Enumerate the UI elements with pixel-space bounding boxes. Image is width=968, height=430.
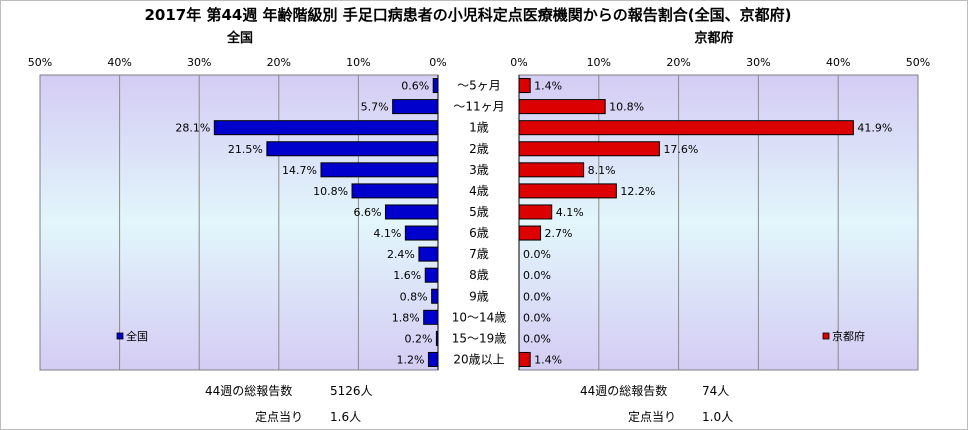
kyoto-plot-background (518, 74, 919, 371)
category-label: 15～19歳 (452, 331, 507, 345)
category-label: 5歳 (469, 205, 489, 219)
national-bar (427, 351, 439, 367)
national-bar (424, 267, 439, 283)
category-label: 4歳 (469, 184, 489, 198)
kyoto-bar (518, 78, 531, 94)
kyoto-tick-label: 0% (510, 56, 527, 69)
kyoto-bar (518, 141, 660, 157)
category-label: ～5ヶ月 (457, 79, 501, 93)
kyoto-total-value: 74人 (702, 384, 730, 398)
kyoto-data-label: 1.4% (534, 353, 562, 366)
kyoto-data-label: 12.2% (620, 185, 655, 198)
category-label: 2歳 (469, 142, 489, 156)
kyoto-bar (518, 351, 531, 367)
kyoto-bar (518, 162, 585, 178)
national-bar (213, 120, 439, 136)
national-tick-label: 20% (267, 56, 291, 69)
national-bar (404, 225, 439, 241)
category-label: 7歳 (469, 247, 489, 261)
category-label: 3歳 (469, 163, 489, 177)
kyoto-bar (518, 225, 542, 241)
national-data-label: 10.8% (313, 185, 348, 198)
kyoto-data-label: 8.1% (588, 164, 616, 177)
national-data-label: 21.5% (228, 143, 263, 156)
kyoto-data-label: 0.0% (523, 248, 551, 261)
kyoto-legend-swatch (822, 332, 830, 340)
kyoto-per-label: 定点当り (628, 410, 677, 424)
category-label: 20歳以上 (453, 352, 504, 366)
national-data-label: 1.8% (392, 311, 420, 324)
national-data-label: 4.1% (373, 227, 401, 240)
national-tick-label: 40% (107, 56, 131, 69)
kyoto-data-label: 0.0% (523, 332, 551, 345)
national-bar (418, 246, 439, 262)
national-data-label: 2.4% (387, 248, 415, 261)
national-data-label: 14.7% (282, 164, 317, 177)
kyoto-data-label: 17.6% (663, 143, 698, 156)
kyoto-per-value: 1.0人 (702, 410, 734, 424)
national-bar (431, 288, 439, 304)
national-bar (432, 78, 439, 94)
kyoto-data-label: 41.9% (857, 122, 892, 135)
national-per-label: 定点当り (255, 410, 304, 424)
national-data-label: 1.2% (396, 353, 424, 366)
national-data-label: 0.2% (404, 332, 432, 345)
kyoto-bar (518, 99, 606, 115)
national-data-label: 6.6% (354, 206, 382, 219)
category-label: 8歳 (469, 268, 489, 282)
national-bar (351, 183, 439, 199)
national-total-value: 5126人 (330, 384, 373, 398)
kyoto-data-label: 10.8% (609, 101, 644, 114)
chart-title: 2017年 第44週 年齢階級別 手足口病患者の小児科定点医療機関からの報告割合… (144, 6, 791, 24)
kyoto-panel-title: 京都府 (694, 30, 733, 46)
national-data-label: 28.1% (175, 122, 210, 135)
kyoto-bar (518, 183, 617, 199)
kyoto-bar (518, 204, 553, 220)
kyoto-legend-label: 京都府 (832, 329, 865, 343)
national-legend-label: 全国 (126, 329, 148, 343)
national-tick-label: 50% (28, 56, 52, 69)
national-data-label: 0.6% (401, 80, 429, 93)
national-tick-label: 0% (429, 56, 446, 69)
kyoto-data-label: 0.0% (523, 269, 551, 282)
kyoto-data-label: 2.7% (545, 227, 573, 240)
kyoto-data-label: 4.1% (556, 206, 584, 219)
kyoto-data-label: 0.0% (523, 311, 551, 324)
national-tick-label: 10% (346, 56, 370, 69)
plot-area: 50% 40% 30% 20% 10% 0% 全国 0.6% 5.7% 28.1% 21.5% 14.… (28, 30, 930, 371)
national-data-label: 5.7% (361, 101, 389, 114)
national-bar (266, 141, 439, 157)
national-tick-label: 30% (187, 56, 211, 69)
national-total-label: 44週の総報告数 (205, 384, 293, 398)
category-label: 10～14歳 (452, 310, 507, 324)
national-plot-background (39, 74, 439, 371)
national-per-value: 1.6人 (330, 410, 362, 424)
national-panel-title: 全国 (226, 30, 253, 46)
kyoto-tick-label: 30% (746, 56, 770, 69)
category-label: ～11ヶ月 (453, 100, 504, 114)
kyoto-tick-label: 20% (666, 56, 690, 69)
national-bar (423, 309, 439, 325)
category-label: 1歳 (469, 121, 489, 135)
category-label: 6歳 (469, 226, 489, 240)
kyoto-tick-label: 50% (906, 56, 930, 69)
kyoto-data-label: 0.0% (523, 290, 551, 303)
national-bar (320, 162, 439, 178)
kyoto-total-label: 44週の総報告数 (580, 384, 668, 398)
national-legend-swatch (116, 332, 124, 340)
national-bar (392, 99, 439, 115)
national-bar (384, 204, 439, 220)
kyoto-tick-label: 10% (587, 56, 611, 69)
kyoto-data-label: 1.4% (534, 80, 562, 93)
kyoto-bar (518, 120, 854, 136)
kyoto-tick-label: 40% (826, 56, 850, 69)
national-data-label: 0.8% (400, 290, 428, 303)
category-label: 9歳 (469, 289, 489, 303)
national-data-label: 1.6% (393, 269, 421, 282)
